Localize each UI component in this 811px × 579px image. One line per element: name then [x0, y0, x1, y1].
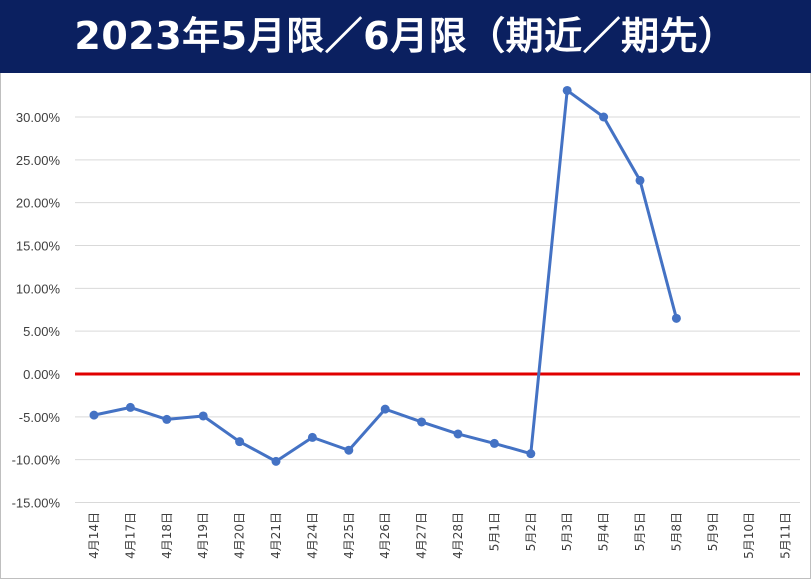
data-point — [489, 438, 499, 448]
y-tick-label: 30.00% — [16, 110, 61, 125]
gridlines — [75, 116, 800, 503]
data-point — [562, 85, 572, 95]
x-tick-label: 4月24日 — [305, 512, 319, 559]
y-tick-label: -5.00% — [19, 410, 61, 425]
x-tick-label: 5月10日 — [742, 512, 756, 559]
x-tick-label: 4月26日 — [378, 512, 392, 559]
x-tick-label: 4月19日 — [196, 512, 210, 559]
x-tick-label: 5月8日 — [669, 512, 683, 551]
x-tick-label: 4月21日 — [269, 512, 283, 559]
data-point — [671, 313, 681, 323]
data-point — [198, 411, 208, 421]
data-point — [125, 402, 135, 412]
y-tick-label: 25.00% — [16, 153, 61, 168]
x-tick-label: 5月3日 — [560, 512, 574, 551]
data-point — [89, 410, 99, 420]
data-point — [307, 432, 317, 442]
x-tick-label: 5月11日 — [779, 512, 793, 559]
data-point — [162, 414, 172, 424]
x-tick-label: 5月1日 — [487, 512, 501, 551]
x-tick-label: 5月9日 — [706, 512, 720, 551]
data-point — [599, 112, 609, 122]
chart-title: 2023年5月限／6月限（期近／期先） — [74, 14, 737, 58]
y-tick-label: -15.00% — [12, 496, 61, 511]
x-tick-label: 4月14日 — [87, 512, 101, 559]
y-tick-label: 0.00% — [23, 367, 60, 382]
y-axis-ticks: 30.00% 25.00% 20.00% 15.00% 10.00% 5.00% 0.00%… — [12, 110, 61, 511]
data-point — [635, 175, 645, 185]
y-tick-label: 15.00% — [16, 239, 61, 254]
data-point — [453, 429, 463, 439]
x-tick-label: 4月20日 — [233, 512, 247, 559]
x-tick-label: 5月4日 — [597, 512, 611, 551]
x-tick-label: 4月25日 — [342, 512, 356, 559]
y-tick-label: 10.00% — [16, 281, 61, 296]
x-tick-label: 4月18日 — [160, 512, 174, 559]
data-point — [526, 449, 536, 459]
x-tick-label: 4月17日 — [123, 512, 137, 559]
x-tick-label: 4月28日 — [451, 512, 465, 559]
y-tick-label: -10.00% — [12, 453, 61, 468]
data-point — [417, 417, 427, 427]
y-tick-label: 5.00% — [23, 324, 60, 339]
data-point — [380, 404, 390, 414]
x-tick-label: 5月2日 — [524, 512, 538, 551]
data-point — [235, 437, 245, 447]
chart-title-bar: 2023年5月限／6月限（期近／期先） — [0, 0, 811, 73]
x-tick-label: 5月5日 — [633, 512, 647, 551]
x-tick-label: 4月27日 — [415, 512, 429, 559]
data-point — [271, 456, 281, 466]
x-axis-ticks: 4月14日 4月17日 4月18日 4月19日 4月20日 4月21日 4月24日 4月25日… — [87, 512, 793, 559]
y-tick-label: 20.00% — [16, 196, 61, 211]
series-group — [89, 85, 681, 466]
data-point — [344, 445, 354, 455]
